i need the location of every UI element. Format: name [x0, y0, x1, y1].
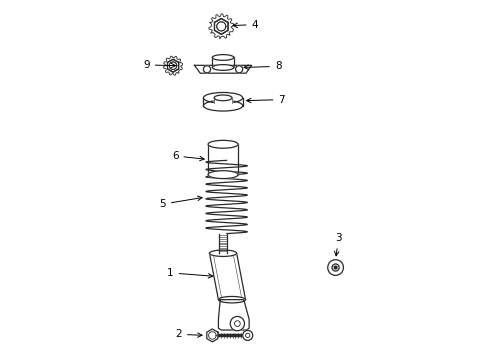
Polygon shape: [206, 329, 218, 342]
Polygon shape: [167, 59, 178, 72]
Polygon shape: [212, 58, 233, 67]
Circle shape: [327, 260, 343, 275]
Ellipse shape: [203, 100, 242, 111]
Polygon shape: [163, 56, 182, 75]
Polygon shape: [208, 14, 233, 39]
Ellipse shape: [212, 55, 233, 60]
Polygon shape: [209, 253, 245, 300]
Polygon shape: [218, 300, 248, 330]
Polygon shape: [167, 59, 178, 72]
Polygon shape: [214, 18, 227, 34]
Text: 2: 2: [175, 329, 202, 339]
Circle shape: [242, 330, 252, 341]
Circle shape: [203, 66, 210, 73]
Text: 7: 7: [246, 95, 285, 105]
Ellipse shape: [214, 95, 231, 101]
Polygon shape: [214, 98, 231, 106]
Text: 3: 3: [334, 233, 341, 256]
Ellipse shape: [209, 250, 236, 256]
Ellipse shape: [212, 64, 233, 70]
Ellipse shape: [203, 93, 242, 103]
Polygon shape: [207, 144, 238, 175]
Text: 6: 6: [171, 151, 204, 161]
Circle shape: [230, 316, 244, 331]
Ellipse shape: [207, 171, 238, 179]
Polygon shape: [214, 18, 227, 34]
Ellipse shape: [207, 140, 238, 148]
Polygon shape: [203, 98, 242, 106]
Text: 1: 1: [167, 268, 212, 278]
Polygon shape: [218, 234, 227, 253]
Text: 4: 4: [232, 19, 258, 30]
Text: 8: 8: [244, 62, 281, 71]
Text: 9: 9: [143, 60, 175, 70]
Circle shape: [235, 66, 242, 73]
Polygon shape: [194, 65, 251, 73]
Ellipse shape: [218, 296, 245, 303]
Circle shape: [333, 266, 336, 269]
Text: 5: 5: [159, 196, 202, 209]
